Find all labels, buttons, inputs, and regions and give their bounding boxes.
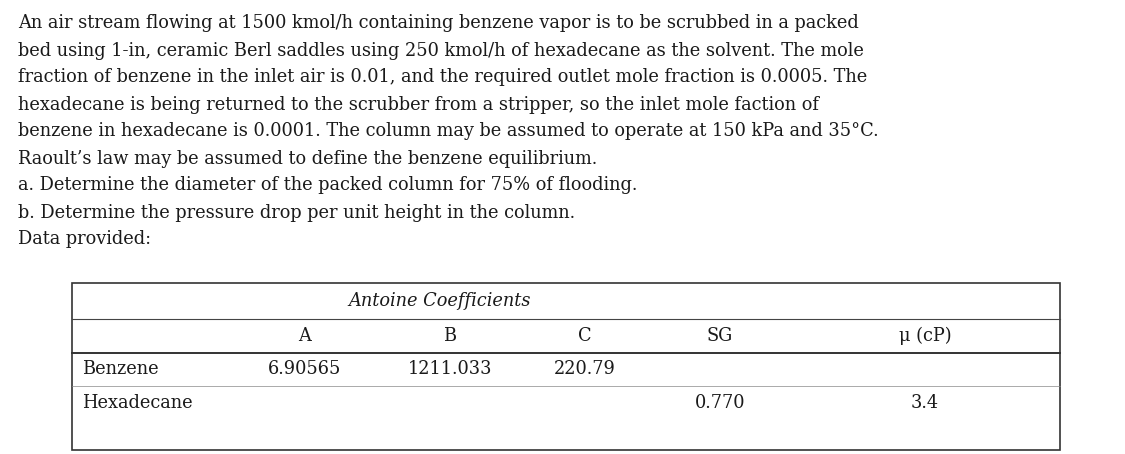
- Text: B: B: [443, 327, 457, 345]
- Text: fraction of benzene in the inlet air is 0.01, and the required outlet mole fract: fraction of benzene in the inlet air is …: [18, 69, 867, 87]
- Bar: [72, 283, 1060, 450]
- Text: benzene in hexadecane is 0.0001. The column may be assumed to operate at 150 kPa: benzene in hexadecane is 0.0001. The col…: [18, 123, 879, 140]
- Text: hexadecane is being returned to the scrubber from a stripper, so the inlet mole : hexadecane is being returned to the scru…: [18, 95, 819, 114]
- Text: a. Determine the diameter of the packed column for 75% of flooding.: a. Determine the diameter of the packed …: [18, 177, 638, 194]
- Text: b. Determine the pressure drop per unit height in the column.: b. Determine the pressure drop per unit …: [18, 203, 575, 222]
- Text: 3.4: 3.4: [911, 394, 939, 411]
- Text: 6.90565: 6.90565: [269, 360, 342, 379]
- Text: bed using 1-in, ceramic Berl saddles using 250 kmol/h of hexadecane as the solve: bed using 1-in, ceramic Berl saddles usi…: [18, 41, 864, 59]
- Text: 1211.033: 1211.033: [407, 360, 493, 379]
- Text: Benzene: Benzene: [82, 360, 159, 379]
- Text: C: C: [578, 327, 592, 345]
- Text: μ (cP): μ (cP): [899, 327, 952, 345]
- Text: Hexadecane: Hexadecane: [82, 394, 192, 411]
- Text: A: A: [298, 327, 312, 345]
- Text: Antoine Coefficients: Antoine Coefficients: [349, 292, 531, 310]
- Text: Raoult’s law may be assumed to define the benzene equilibrium.: Raoult’s law may be assumed to define th…: [18, 149, 597, 168]
- Text: An air stream flowing at 1500 kmol/h containing benzene vapor is to be scrubbed : An air stream flowing at 1500 kmol/h con…: [18, 15, 858, 33]
- Text: 220.79: 220.79: [555, 360, 616, 379]
- Text: Data provided:: Data provided:: [18, 231, 151, 248]
- Text: 0.770: 0.770: [695, 394, 745, 411]
- Text: SG: SG: [706, 327, 734, 345]
